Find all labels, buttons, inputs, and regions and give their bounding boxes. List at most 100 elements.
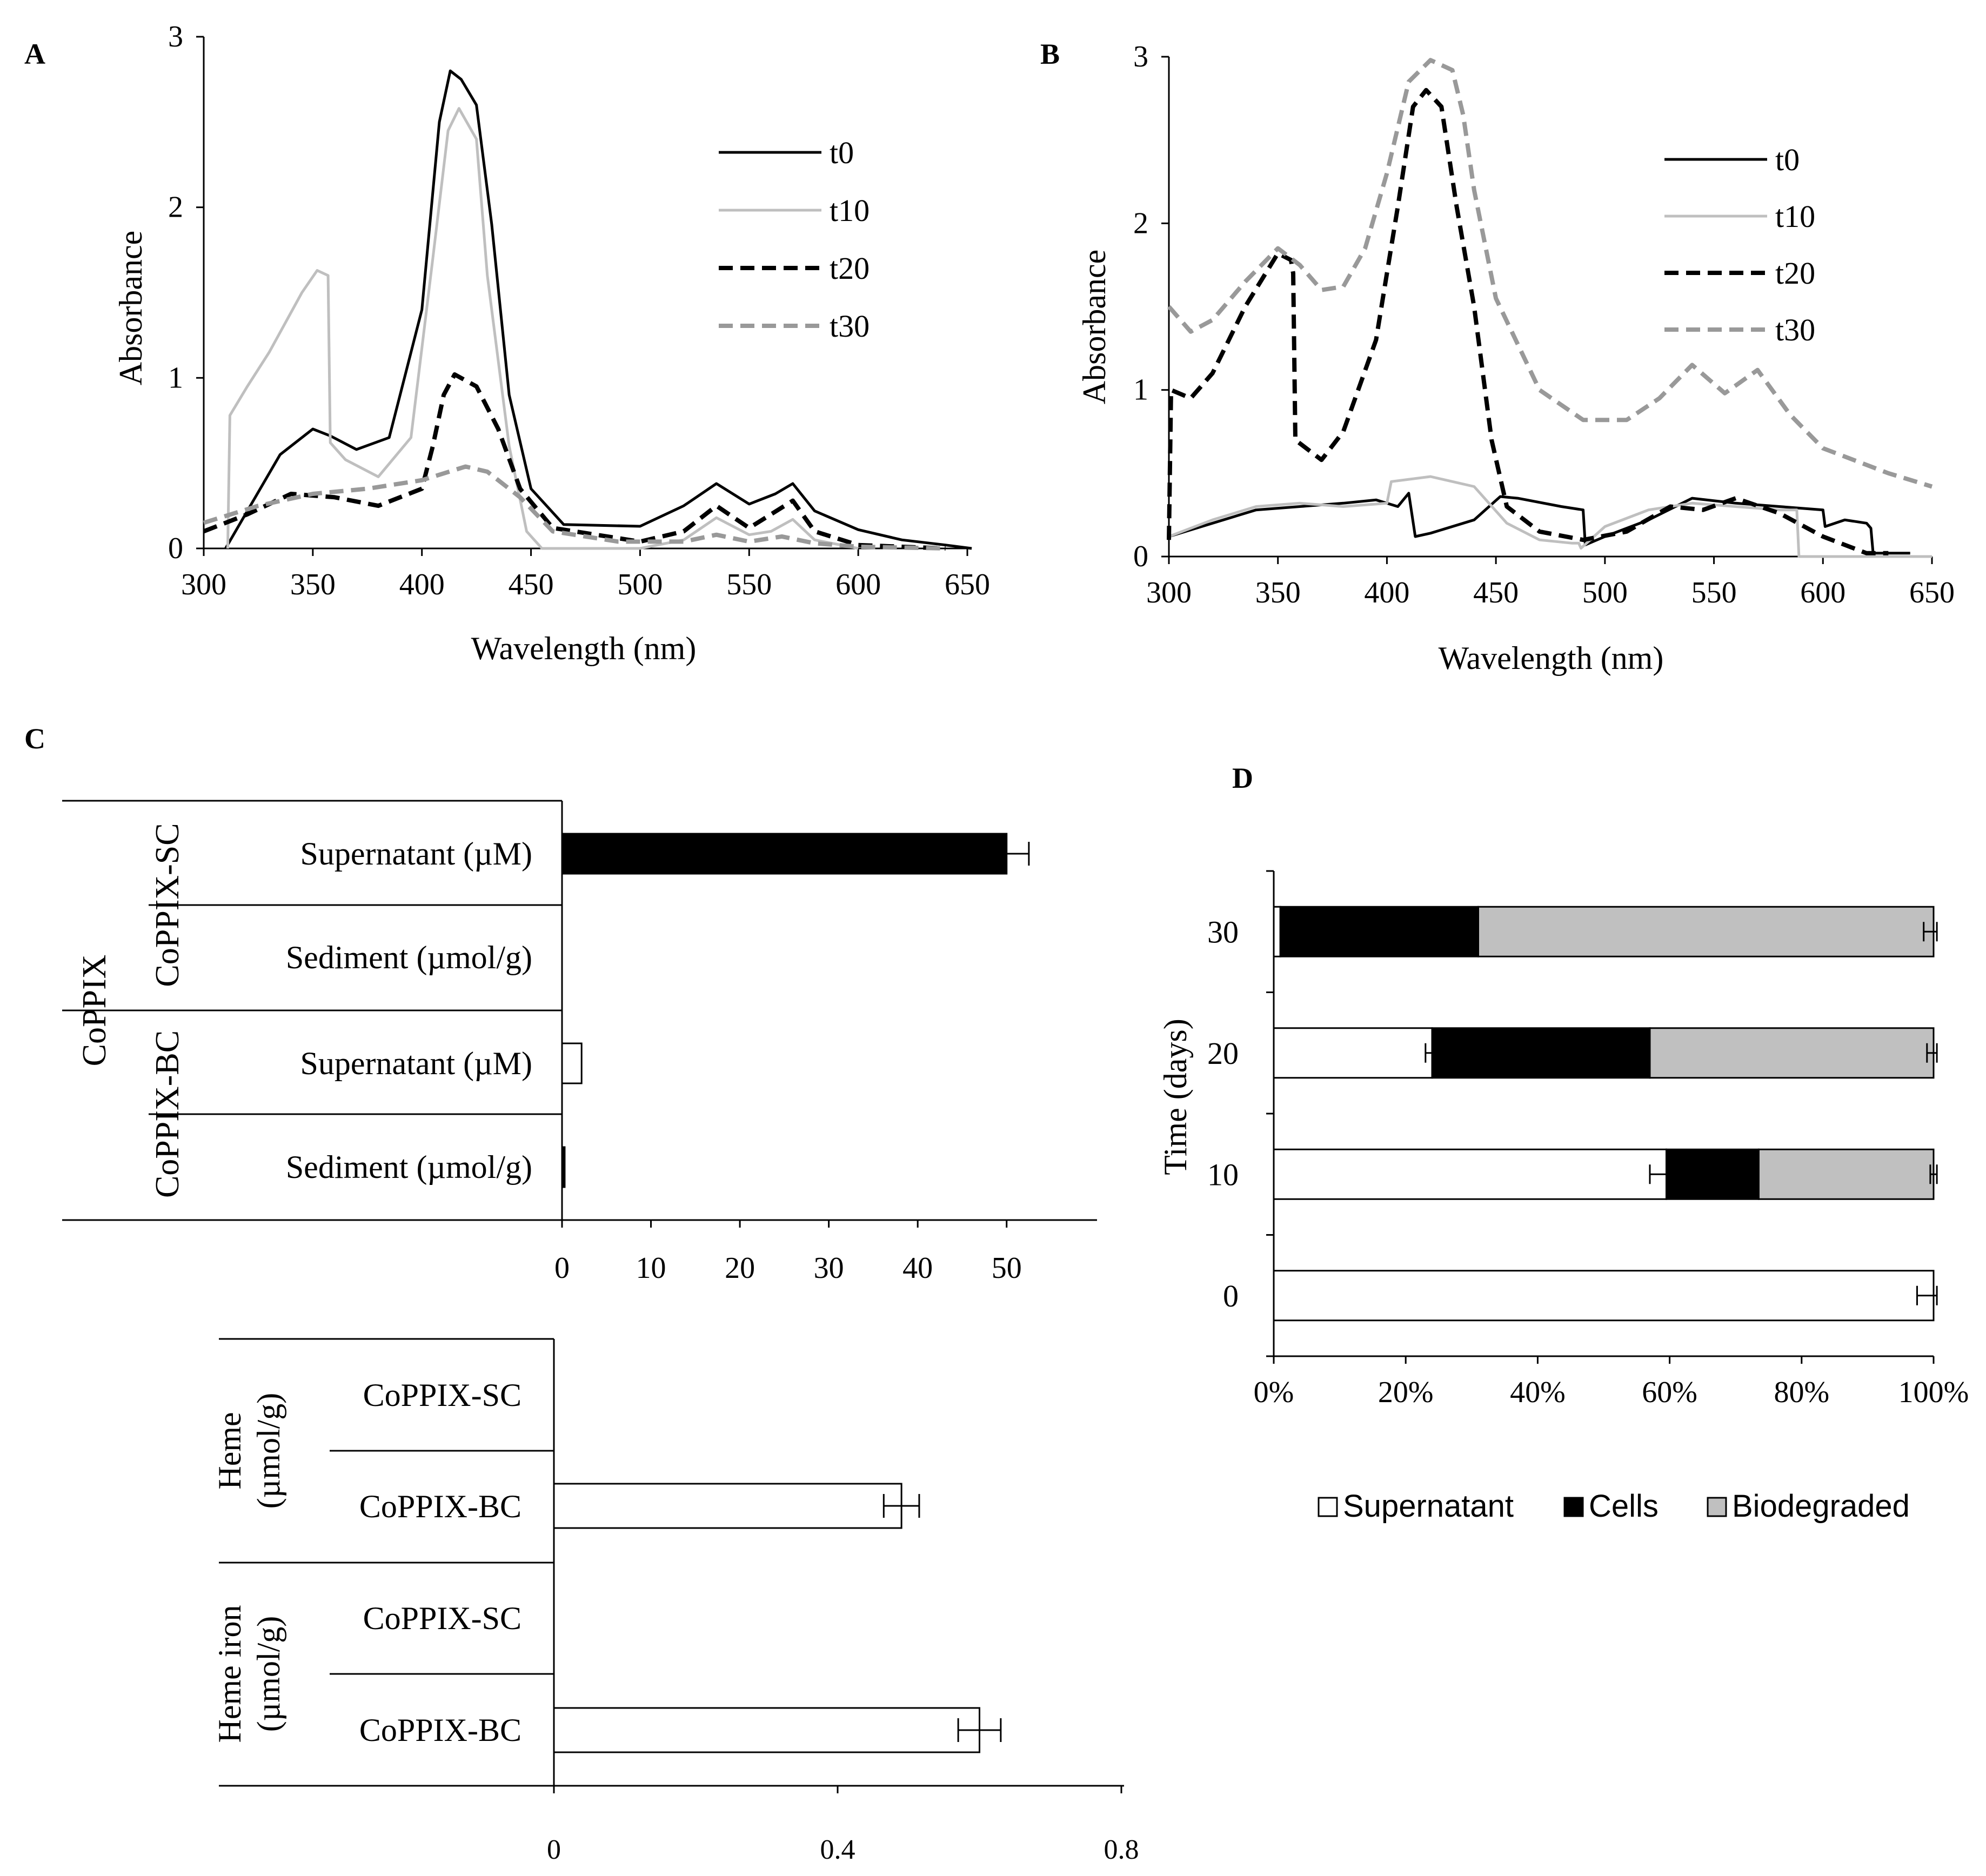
x-tick-label: 550 [1691, 576, 1737, 609]
x-tick-label: 10 [636, 1251, 666, 1285]
legend-label-t30: t30 [830, 309, 870, 344]
x-tick-label: 300 [181, 568, 226, 601]
panel-c-category-label: Sediment (µmol/g) [286, 1149, 532, 1185]
x-tick-label: 650 [1909, 576, 1955, 609]
panel-c-group-label: CoPPIX [76, 955, 113, 1067]
bar [561, 1146, 566, 1188]
x-tick-label: 20 [725, 1251, 755, 1285]
x-tick-label: 50 [992, 1251, 1022, 1285]
panel-c-top-bar-chart: CoPPIX CoPPIX-SC CoPPIX-BC Supernatant (… [62, 800, 1097, 1285]
x-tick-label: 100% [1898, 1376, 1969, 1409]
bar-segment-supernatant [1273, 1270, 1935, 1322]
bar [553, 1707, 980, 1753]
panel-a-line-chart: 300 350 400 450 500 550 600 650 0 1 2 3 t0 t10 t20 t30… [113, 20, 990, 666]
y-tick-label: 30 [1207, 914, 1239, 949]
x-tick-label: 350 [1255, 576, 1301, 609]
panel-c-bottom-bars: 0 0.4 0.8 [547, 1483, 1139, 1865]
bar [553, 1483, 902, 1529]
legend-label-t30: t30 [1775, 312, 1815, 347]
y-tick-label: 10 [1207, 1157, 1239, 1192]
panel-c-category-label: Supernatant (µM) [300, 1046, 532, 1081]
panel-c-subgroup-bc: CoPPIX-BC [149, 1030, 186, 1198]
panel-d-y-axis-title: Time (days) [1158, 1019, 1193, 1175]
panel-c-bottom-category-label: CoPPIX-SC [363, 1600, 521, 1636]
x-tick-label: 600 [835, 568, 881, 601]
y-tick-label: 0 [1133, 540, 1148, 573]
panel-label-d: D [1232, 762, 1253, 794]
panel-a-x-axis-title: Wavelength (nm) [471, 631, 697, 666]
x-tick-label: 60% [1642, 1376, 1697, 1409]
panel-c-bottom-group-label-heme-iron: Heme iron (µmol/g) [212, 1605, 286, 1743]
x-tick-label: 300 [1146, 576, 1192, 609]
legend-label-cells: Cells [1589, 1489, 1659, 1524]
legend-swatch-biodegraded [1707, 1497, 1727, 1517]
legend-label-t0: t0 [830, 135, 854, 170]
legend-swatch-supernatant [1318, 1497, 1338, 1517]
panel-b-axes: 300 350 400 450 500 550 600 650 0 1 2 3 [1133, 40, 1955, 609]
x-tick-label: 600 [1800, 576, 1845, 609]
panel-a-legend: t0 t10 t20 t30 [719, 135, 870, 344]
series-line-t20 [1167, 88, 1889, 555]
y-tick-label: 0 [1223, 1278, 1239, 1314]
bar-segment-supernatant [1273, 906, 1281, 957]
panel-b-line-chart: 300 350 400 450 500 550 600 650 0 1 2 3 t0 t10 t20 t30… [1076, 40, 1955, 676]
panel-label-c: C [24, 722, 45, 755]
bar-segment-biodegraded [1649, 1027, 1935, 1079]
y-tick-label: 3 [1133, 40, 1148, 73]
x-tick-label: 0 [554, 1251, 570, 1285]
legend-label-t10: t10 [830, 193, 870, 228]
bar-segment-biodegraded [1477, 906, 1935, 957]
x-tick-label: 0.8 [1104, 1834, 1139, 1865]
svg-text:Heme iron: Heme iron [212, 1605, 248, 1743]
bar [561, 833, 1008, 875]
series-line-t30 [203, 464, 946, 551]
series-line-t10 [226, 107, 859, 550]
panel-d-bars: 0% 20% 40% 60% 80% 100% 0 10 20 30 [1207, 870, 1969, 1409]
x-tick-label: 40% [1510, 1376, 1566, 1409]
x-tick-label: 500 [617, 568, 663, 601]
panel-label-b: B [1040, 38, 1060, 70]
bar-segment-cells [1431, 1027, 1651, 1079]
x-tick-label: 400 [399, 568, 445, 601]
legend-label-t20: t20 [830, 251, 870, 286]
series-line-t10 [1168, 475, 1932, 558]
y-tick-label: 0 [168, 532, 183, 565]
panel-b-legend: t0 t10 t20 t30 [1664, 142, 1815, 347]
bar-segment-cells [1665, 1148, 1760, 1200]
y-tick-label: 3 [168, 20, 183, 53]
x-tick-label: 400 [1364, 576, 1409, 609]
x-tick-label: 0 [547, 1834, 561, 1865]
series-line-t0 [224, 69, 972, 550]
legend-label-t0: t0 [1775, 142, 1800, 177]
panel-c-bottom-category-label: CoPPIX-SC [363, 1377, 521, 1413]
panel-c-top-bars: 0 10 20 30 40 50 [554, 833, 1030, 1285]
series-line-t0 [1168, 492, 1910, 555]
svg-text:(µmol/g): (µmol/g) [251, 1393, 286, 1509]
bar-segment-biodegraded [1757, 1148, 1935, 1200]
panel-c-category-label: Sediment (µmol/g) [286, 940, 532, 975]
x-tick-label: 40 [902, 1251, 933, 1285]
x-tick-label: 450 [509, 568, 554, 601]
panel-d-stacked-bar-chart: 0% 20% 40% 60% 80% 100% 0 10 20 30 Time (days) Su… [1158, 870, 1969, 1524]
series-line-t30 [1167, 58, 1933, 489]
legend-label-t20: t20 [1775, 256, 1815, 291]
y-tick-label: 2 [168, 191, 183, 224]
series-line-t20 [203, 372, 946, 551]
bar-segment-supernatant [1273, 1148, 1667, 1200]
svg-text:Heme: Heme [212, 1412, 248, 1489]
panel-c-bottom-bar-chart: Heme (µmol/g) Heme iron (µmol/g) CoPPIX-… [212, 1338, 1139, 1865]
panel-b-x-axis-title: Wavelength (nm) [1439, 640, 1664, 676]
panel-b-y-axis-title: Absorbance [1076, 250, 1112, 405]
legend-swatch-cells [1563, 1497, 1584, 1517]
y-tick-label: 2 [1133, 206, 1148, 240]
y-tick-label: 1 [1133, 373, 1148, 407]
x-tick-label: 550 [726, 568, 772, 601]
bar [561, 1042, 583, 1084]
panel-c-subgroup-sc: CoPPIX-SC [149, 823, 186, 987]
panel-a-y-axis-title: Absorbance [113, 231, 149, 386]
x-tick-label: 500 [1582, 576, 1628, 609]
y-tick-label: 1 [168, 361, 183, 394]
panel-c-category-label: Supernatant (µM) [300, 836, 532, 872]
x-tick-label: 20% [1378, 1376, 1434, 1409]
panel-c-bottom-category-label: CoPPIX-BC [359, 1489, 521, 1524]
